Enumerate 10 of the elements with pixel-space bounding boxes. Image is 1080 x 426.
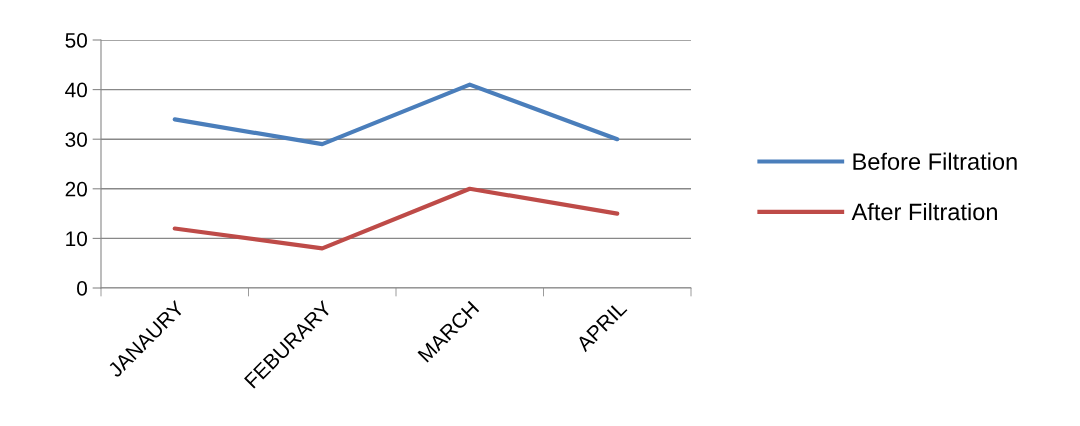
y-tick-label: 40 <box>65 82 87 98</box>
line-series <box>172 82 620 147</box>
legend-label: Before Filtration <box>853 152 1017 170</box>
line-series <box>172 186 620 251</box>
y-tick-label: 30 <box>65 132 87 147</box>
y-tick-label: 20 <box>65 181 87 197</box>
legend-label: After Filtration <box>851 202 997 221</box>
y-tick-label: 50 <box>65 33 87 48</box>
y-tick-label: 10 <box>66 231 87 247</box>
y-tick-label: 0 <box>77 281 87 296</box>
